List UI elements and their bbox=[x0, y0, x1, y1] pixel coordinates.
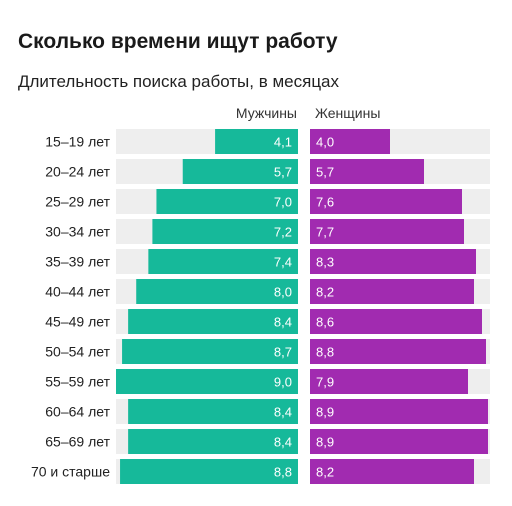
bar-women bbox=[310, 459, 474, 484]
value-label-women: 5,7 bbox=[316, 165, 334, 180]
value-label-men: 8,4 bbox=[274, 315, 292, 330]
value-label-women: 4,0 bbox=[316, 135, 334, 150]
category-label: 25–29 лет bbox=[45, 194, 110, 210]
bar-women bbox=[310, 309, 482, 334]
value-label-women: 8,8 bbox=[316, 345, 334, 360]
bar-women bbox=[310, 279, 474, 304]
category-label: 45–49 лет bbox=[45, 314, 110, 330]
value-label-women: 8,9 bbox=[316, 435, 334, 450]
bar-men bbox=[136, 279, 298, 304]
bar-men bbox=[152, 219, 298, 244]
value-label-men: 8,7 bbox=[274, 345, 292, 360]
category-label: 70 и старше bbox=[31, 464, 110, 480]
bar-men bbox=[156, 189, 298, 214]
bar-men bbox=[116, 369, 298, 394]
legend-women: Женщины bbox=[315, 105, 381, 121]
bar-women bbox=[310, 399, 488, 424]
category-label: 65–69 лет bbox=[45, 434, 110, 450]
category-label: 30–34 лет bbox=[45, 224, 110, 240]
value-label-women: 7,6 bbox=[316, 195, 334, 210]
value-label-men: 5,7 bbox=[274, 165, 292, 180]
category-label: 35–39 лет bbox=[45, 254, 110, 270]
value-label-men: 7,2 bbox=[274, 225, 292, 240]
value-label-men: 8,8 bbox=[274, 465, 292, 480]
value-label-men: 7,4 bbox=[274, 255, 292, 270]
bar-women bbox=[310, 339, 486, 364]
chart-subtitle: Длительность поиска работы, в месяцах bbox=[18, 72, 340, 91]
value-label-men: 8,0 bbox=[274, 285, 292, 300]
bar-men bbox=[122, 339, 298, 364]
bar-women bbox=[310, 189, 462, 214]
value-label-men: 9,0 bbox=[274, 375, 292, 390]
bar-women bbox=[310, 129, 390, 154]
chart-title: Сколько времени ищут работу bbox=[18, 30, 338, 53]
bar-men bbox=[182, 159, 298, 184]
bar-men bbox=[128, 429, 298, 454]
value-label-women: 8,2 bbox=[316, 285, 334, 300]
category-label: 15–19 лет bbox=[45, 134, 110, 150]
value-label-women: 7,7 bbox=[316, 225, 334, 240]
category-label: 55–59 лет bbox=[45, 374, 110, 390]
category-label: 40–44 лет bbox=[45, 284, 110, 300]
value-label-women: 7,9 bbox=[316, 375, 334, 390]
bar-women bbox=[310, 219, 464, 244]
bar-men bbox=[215, 129, 298, 154]
value-label-women: 8,3 bbox=[316, 255, 334, 270]
value-label-women: 8,2 bbox=[316, 465, 334, 480]
category-label: 20–24 лет bbox=[45, 164, 110, 180]
value-label-men: 7,0 bbox=[274, 195, 292, 210]
bar-women bbox=[310, 369, 468, 394]
value-label-men: 4,1 bbox=[274, 135, 292, 150]
bar-men bbox=[128, 309, 298, 334]
category-label: 60–64 лет bbox=[45, 404, 110, 420]
value-label-men: 8,4 bbox=[274, 435, 292, 450]
bar-women bbox=[310, 249, 476, 274]
bar-men bbox=[148, 249, 298, 274]
bar-women bbox=[310, 159, 424, 184]
value-label-women: 8,9 bbox=[316, 405, 334, 420]
bar-men bbox=[128, 399, 298, 424]
bar-men bbox=[120, 459, 299, 484]
value-label-women: 8,6 bbox=[316, 315, 334, 330]
category-label: 50–54 лет bbox=[45, 344, 110, 360]
value-label-men: 8,4 bbox=[274, 405, 292, 420]
legend-men: Мужчины bbox=[235, 105, 297, 121]
bar-women bbox=[310, 429, 488, 454]
